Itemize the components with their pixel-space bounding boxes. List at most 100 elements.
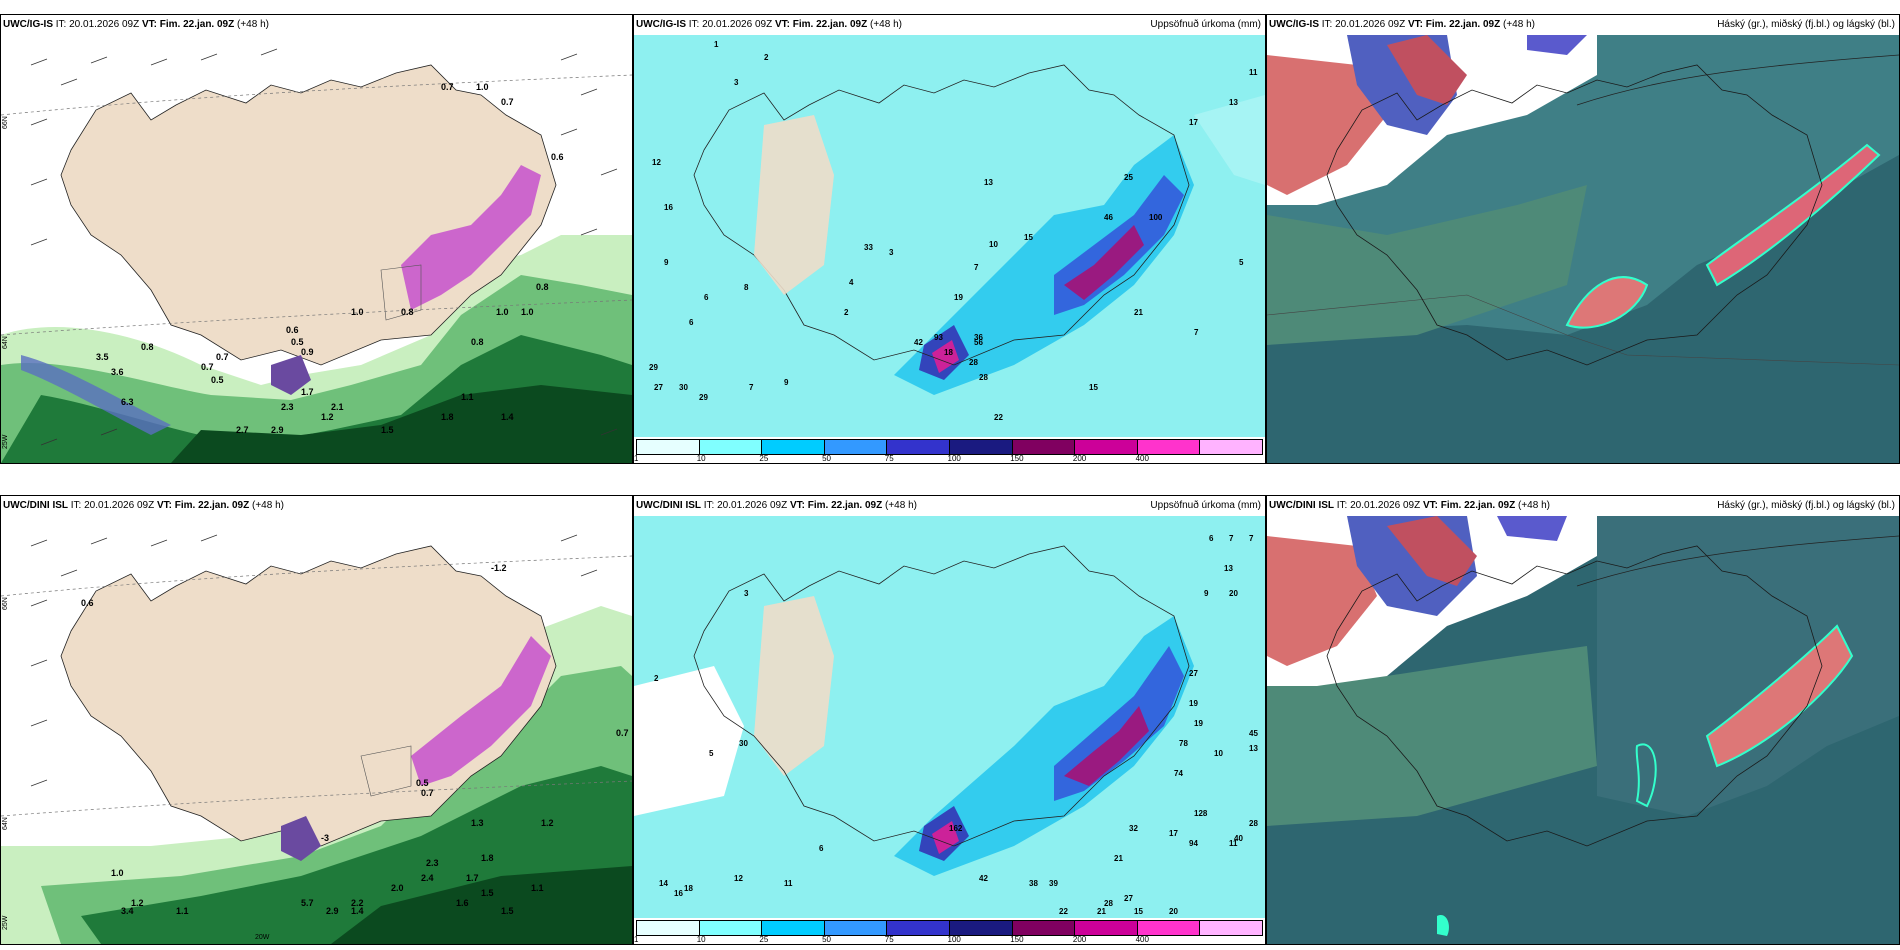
- panel-title: Háský (gr.), miðský (fj.bl.) og lágský (…: [1717, 19, 1895, 30]
- value-label: 16: [674, 889, 683, 898]
- value-label: 1.4: [501, 412, 514, 422]
- value-label: 0.6: [551, 152, 564, 162]
- it-value: 20.01.2026 09Z: [69, 19, 140, 30]
- it-label: IT:: [703, 500, 715, 511]
- value-label: 28: [1104, 899, 1113, 908]
- value-label: 30: [739, 739, 748, 748]
- panel-cloud-ig-is: UWC/IG-IS IT: 20.01.2026 09Z VT: Fim. 22…: [1266, 14, 1900, 464]
- value-label: 21: [1134, 308, 1143, 317]
- value-label: 1.8: [441, 412, 454, 422]
- cloud-map: [1267, 35, 1899, 463]
- value-label: 1.0: [351, 307, 364, 317]
- model-name: UWC/IG-IS: [636, 19, 686, 30]
- colorbar-swatch: [887, 440, 950, 454]
- colorbar-tick: 150: [1010, 454, 1024, 463]
- lead-time: (+48 h): [870, 19, 902, 30]
- value-label: 15: [1024, 233, 1033, 242]
- value-label: 13: [1224, 564, 1233, 573]
- value-label: 0.7: [421, 788, 434, 798]
- value-label: 5: [709, 749, 714, 758]
- value-label: 1.1: [531, 883, 544, 893]
- value-label: 1.6: [456, 898, 469, 908]
- colorbar-swatch: [887, 921, 950, 935]
- value-label: 9: [664, 258, 669, 267]
- colorbar-swatch: [637, 440, 700, 454]
- value-label: 0.8: [401, 307, 414, 317]
- colorbar-swatch: [699, 440, 763, 454]
- value-label: 1.0: [521, 307, 534, 317]
- it-value: 20.01.2026 09Z: [702, 19, 773, 30]
- colorbar-swatch: [1137, 440, 1201, 454]
- value-label: 2.9: [326, 906, 339, 916]
- colorbar-tick: 75: [884, 935, 894, 944]
- colorbar-swatch: [949, 921, 1013, 935]
- panel-header: UWC/IG-IS IT: 20.01.2026 09Z VT: Fim. 22…: [634, 15, 1265, 35]
- value-labels: -1.2 0.6 0.7 1.0 1.2 1.1 3.4 2.9 5.7 2.2 2.0 1.4 1.6…: [81, 563, 629, 916]
- value-label: 6.3: [121, 397, 134, 407]
- vt-value: Fim. 22.jan. 09Z: [1425, 19, 1501, 30]
- value-label: 2.2: [351, 898, 364, 908]
- value-label: 40: [1234, 834, 1243, 843]
- vt-label: VT:: [1422, 500, 1438, 511]
- value-label: 21: [1114, 854, 1123, 863]
- value-label: 1: [714, 40, 719, 49]
- it-label: IT:: [70, 500, 82, 511]
- value-label: 0.6: [286, 325, 299, 335]
- lead-time: (+48 h): [237, 19, 269, 30]
- value-label: 0.8: [471, 337, 484, 347]
- value-label: 21: [1097, 907, 1106, 916]
- value-label: 12: [652, 158, 661, 167]
- value-label: 0.8: [141, 342, 154, 352]
- colorbar-tick: 150: [1010, 935, 1024, 944]
- panel-wind-dini: UWC/DINI ISL IT: 20.01.2026 09Z VT: Fim.…: [0, 495, 633, 945]
- iceland-outline: [1326, 545, 1823, 847]
- value-label: 20: [1169, 907, 1178, 916]
- panel-title: Uppsöfnuð úrkoma (mm): [1150, 500, 1261, 511]
- value-label: 27: [654, 383, 663, 392]
- colorbar-tick: 25: [759, 935, 769, 944]
- panel-title: Uppsöfnuð úrkoma (mm): [1150, 19, 1261, 30]
- vt-value: Fim. 22.jan. 09Z: [807, 500, 883, 511]
- it-label: IT:: [55, 19, 67, 30]
- value-label: 17: [1169, 829, 1178, 838]
- lat-label-66n: 66N: [2, 597, 9, 610]
- value-label: 7: [749, 383, 754, 392]
- value-label: 46: [1104, 213, 1113, 222]
- value-label: 0.5: [291, 337, 304, 347]
- precip-colorbar: 1 10 25 50 75 100 150 200 400: [634, 918, 1265, 944]
- value-label: 2: [764, 53, 769, 62]
- value-label: 28: [979, 373, 988, 382]
- lead-time: (+48 h): [1503, 19, 1535, 30]
- panel-header: UWC/DINI ISL IT: 20.01.2026 09Z VT: Fim.…: [634, 496, 1265, 516]
- value-label: 10: [989, 240, 998, 249]
- value-label: 2.1: [331, 402, 344, 412]
- value-label: 1.2: [541, 818, 554, 828]
- value-label: 18: [944, 348, 953, 357]
- value-label: 5.7: [301, 898, 314, 908]
- value-label: 1.8: [481, 853, 494, 863]
- value-label: 3: [734, 78, 739, 87]
- panel-wind-ig-is: UWC/IG-IS IT: 20.01.2026 09Z VT: Fim. 22…: [0, 14, 633, 464]
- colorbar-swatch: [637, 921, 700, 935]
- value-label: 1.2: [131, 898, 144, 908]
- value-label: 1.3: [471, 818, 484, 828]
- colorbar-swatches: [636, 920, 1263, 936]
- lon-label-25w: 25W: [2, 915, 9, 930]
- value-label: 0.7: [216, 352, 229, 362]
- it-value: 20.01.2026 09Z: [1350, 500, 1421, 511]
- colorbar-swatch: [824, 921, 888, 935]
- iceland-outline: [1326, 64, 1823, 366]
- value-label: 2.3: [426, 858, 439, 868]
- colorbar-tick: 100: [947, 454, 961, 463]
- model-name: UWC/IG-IS: [1269, 19, 1319, 30]
- vt-label: VT:: [141, 19, 157, 30]
- value-label: 16: [664, 203, 673, 212]
- colorbar-tick: 1: [634, 935, 639, 944]
- colorbar-swatch: [699, 921, 763, 935]
- value-label: 100: [1149, 213, 1163, 222]
- value-label: 42: [914, 338, 923, 347]
- panel-header: UWC/IG-IS IT: 20.01.2026 09Z VT: Fim. 22…: [1267, 15, 1899, 35]
- value-label: 1.4: [351, 906, 364, 916]
- value-label: 13: [984, 178, 993, 187]
- panel-header: UWC/IG-IS IT: 20.01.2026 09Z VT: Fim. 22…: [1, 15, 632, 35]
